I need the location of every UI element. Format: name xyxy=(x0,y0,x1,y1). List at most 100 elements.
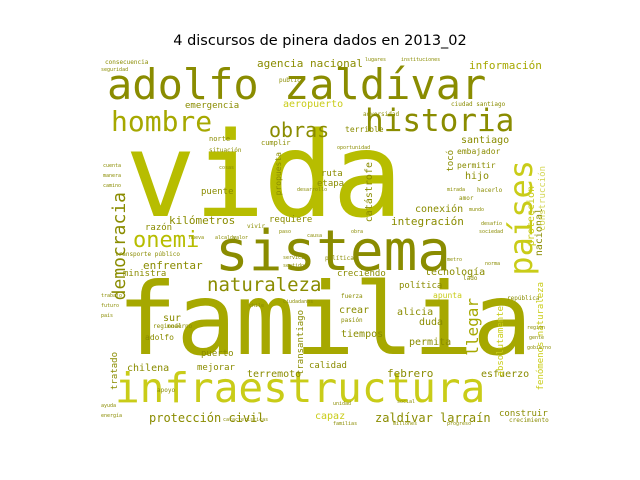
word: kilómetros xyxy=(169,214,236,227)
word: tecnología xyxy=(425,267,486,278)
word: ciudad santiago xyxy=(451,101,506,108)
word: ciudadanos xyxy=(283,299,314,305)
word: zaldívar larraín xyxy=(375,411,491,425)
word: infraestructura xyxy=(115,364,486,412)
word: razón xyxy=(145,223,173,233)
word: requiere xyxy=(269,215,313,225)
word: gobierno xyxy=(527,345,551,351)
word: construcción xyxy=(538,166,548,232)
word: vivir xyxy=(247,223,266,230)
word: familia xyxy=(117,261,532,378)
word: hijo xyxy=(465,171,490,182)
word: energía xyxy=(101,413,123,419)
word: alcalde xyxy=(215,235,237,241)
word: causa xyxy=(307,233,323,239)
word: propuesta xyxy=(274,152,283,196)
word: metro xyxy=(447,257,463,263)
word: mundo xyxy=(469,207,485,213)
word: adolfo xyxy=(145,333,174,342)
word: características xyxy=(223,417,269,423)
word: absolutamente xyxy=(496,306,506,377)
word: gente xyxy=(529,335,545,341)
word: capaz xyxy=(315,411,346,422)
word: nueva xyxy=(189,235,205,241)
word: desarrollo xyxy=(297,187,328,193)
word: chile xyxy=(249,303,265,309)
word: ayuda xyxy=(101,403,117,409)
word: oportunidad xyxy=(337,145,371,151)
word: amor xyxy=(459,195,474,202)
word: febrero xyxy=(387,367,434,380)
word: manera xyxy=(103,173,122,179)
word: transantiago xyxy=(296,310,306,376)
word: fuerza xyxy=(341,293,363,300)
word: terrible xyxy=(345,125,384,134)
word: onemi xyxy=(133,228,200,253)
word: puente xyxy=(201,187,234,197)
word: regional xyxy=(153,323,182,330)
word: protección xyxy=(526,186,537,247)
word: calidad xyxy=(309,361,347,371)
word: democracia xyxy=(109,192,130,301)
word: tratado xyxy=(110,352,120,390)
word: creciendo xyxy=(337,269,386,279)
word: lugares xyxy=(365,57,387,63)
word: obra xyxy=(351,229,364,235)
word: transporte público xyxy=(115,251,181,258)
word: país xyxy=(101,313,114,319)
word: cumplir xyxy=(261,139,291,147)
word: paso xyxy=(279,229,292,235)
word: permita xyxy=(409,337,452,348)
word: sociedad xyxy=(479,229,504,235)
word: integración xyxy=(391,215,464,228)
word: futuro xyxy=(101,303,120,309)
word: norte xyxy=(209,135,231,143)
word: protección civil xyxy=(149,411,265,425)
word: ministra xyxy=(123,269,167,279)
word: historia xyxy=(365,103,515,139)
word: norma xyxy=(485,261,501,267)
word: consecuencia xyxy=(105,59,149,66)
word: adversidad xyxy=(363,111,400,118)
word: apunta xyxy=(433,291,462,300)
word: unidad xyxy=(333,401,352,407)
word: emergencia xyxy=(185,101,240,111)
word: adolfo zaldívar xyxy=(107,60,487,109)
word: situación xyxy=(209,147,242,154)
word: pasión xyxy=(341,317,363,324)
word: catástrofe xyxy=(364,162,375,223)
word: moderno xyxy=(167,323,193,330)
word: apoyo xyxy=(157,387,176,394)
word: familias xyxy=(333,421,358,427)
word: sur xyxy=(163,313,182,324)
word: embajador xyxy=(457,147,501,156)
word-cloud: vida familia sistema infraestructura ado… xyxy=(97,56,551,426)
word: social xyxy=(397,399,416,405)
word: ruta xyxy=(321,169,343,179)
word: república xyxy=(507,295,540,302)
word: aeropuerto xyxy=(283,99,344,110)
word: hombre xyxy=(111,105,213,138)
word: información xyxy=(469,59,542,72)
word: instituciones xyxy=(401,57,441,63)
word: políticas xyxy=(325,255,358,262)
word: puerto xyxy=(201,349,234,359)
word: tiempos xyxy=(341,329,384,340)
chart-title: 4 discursos de pinera dados en 2013_02 xyxy=(173,33,467,49)
word: santiago xyxy=(461,135,510,146)
word: cuenta xyxy=(103,163,122,169)
word: mejorar xyxy=(197,363,235,373)
word: obras xyxy=(269,118,330,142)
word: llegar xyxy=(463,298,482,356)
word: etapa xyxy=(317,179,345,189)
word: crecimiento xyxy=(509,417,549,424)
word: camino xyxy=(103,183,122,189)
word: región xyxy=(527,325,546,331)
word: cosas xyxy=(219,165,235,171)
word: lado xyxy=(463,275,478,282)
word: vida xyxy=(125,106,403,244)
word: sentido xyxy=(283,263,305,269)
word: servicio xyxy=(283,255,308,261)
word: chilena xyxy=(127,363,170,374)
word: permitir xyxy=(457,161,496,170)
